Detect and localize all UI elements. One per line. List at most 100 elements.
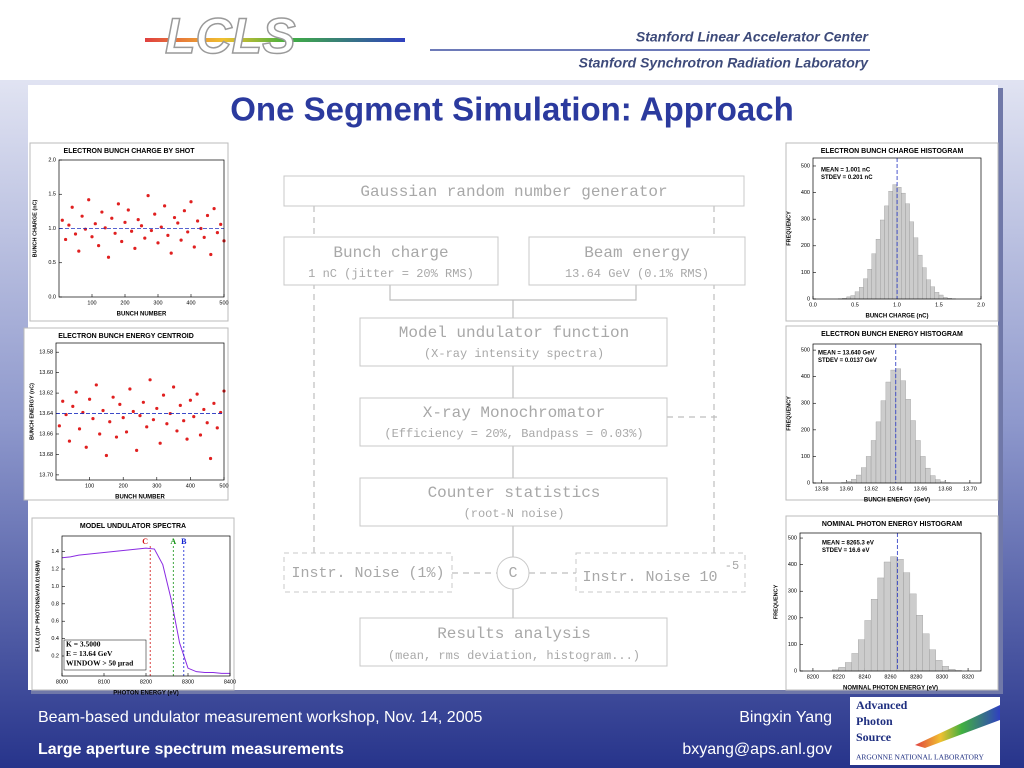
bar — [851, 479, 857, 484]
y-tick-label: 13.58 — [39, 350, 53, 356]
x-tick-label: 8200 — [140, 679, 152, 685]
annotation: STDEV = 0.201 nC — [821, 175, 873, 181]
connector — [389, 285, 637, 618]
node-sub: (mean, rms deviation, histogram...) — [388, 649, 640, 663]
bar — [942, 666, 949, 672]
point — [149, 228, 153, 233]
annotation: MEAN = 1.001 nC — [821, 168, 871, 174]
node-label: C — [508, 565, 517, 582]
bar — [863, 278, 868, 300]
x-tick-label: 500 — [219, 300, 228, 306]
logo-text: Photon — [856, 714, 893, 728]
x-tick-label: 2.0 — [977, 302, 985, 308]
y-tick-label: 1.0 — [51, 584, 59, 590]
point — [93, 222, 97, 226]
point — [111, 395, 115, 399]
x-tick-label: 400 — [186, 300, 195, 306]
y-tick-label: 13.60 — [39, 370, 53, 376]
y-axis-label: FREQUENCY — [773, 584, 779, 619]
y-tick-label: 0.4 — [51, 636, 59, 642]
x-tick-label: 13.60 — [839, 486, 853, 492]
point — [77, 427, 82, 431]
node-sub: 13.64 GeV (0.1% RMS) — [565, 267, 709, 281]
node-label: Bunch charge — [333, 244, 448, 262]
bar — [875, 238, 881, 300]
bar — [851, 653, 859, 672]
y-tick-label: 0.2 — [51, 653, 59, 659]
bar — [938, 294, 944, 300]
bar — [838, 667, 846, 672]
x-tick-label: 8280 — [910, 674, 922, 680]
bar — [884, 205, 889, 300]
x-axis-label: BUNCH CHARGE (nC) — [866, 314, 929, 320]
y-tick-label: 400 — [788, 562, 797, 568]
bar — [858, 639, 865, 672]
point — [67, 439, 72, 443]
x-tick-label: 13.62 — [864, 486, 878, 492]
point — [198, 433, 203, 437]
point — [73, 232, 78, 236]
slide-title: One Segment Simulation: Approach — [230, 91, 794, 128]
y-tick-label: 1.5 — [48, 192, 56, 198]
point — [88, 397, 92, 401]
point — [219, 222, 223, 226]
bar — [916, 615, 923, 672]
point — [94, 383, 98, 387]
node-label: Instr. Noise (1%) — [291, 565, 444, 582]
y-tick-label: 400 — [801, 374, 810, 380]
point — [145, 425, 149, 429]
y-axis-label: FREQUENCY — [786, 396, 792, 431]
node-box — [283, 552, 453, 593]
point — [212, 207, 216, 211]
bar — [935, 479, 941, 484]
x-tick-label: 200 — [120, 300, 129, 306]
point — [90, 235, 94, 239]
point — [141, 400, 145, 404]
point — [158, 441, 162, 445]
point — [169, 251, 173, 255]
plot-frame — [812, 157, 982, 300]
point — [182, 209, 186, 213]
bar — [915, 440, 921, 484]
point — [114, 435, 119, 439]
y-axis-label: FLUX (10⁵ PHOTONS/eV/0.01%BW) — [35, 560, 41, 652]
point — [155, 406, 159, 411]
bar — [910, 420, 916, 484]
x-tick-label: 400 — [186, 483, 195, 489]
point — [133, 246, 137, 250]
point — [143, 236, 147, 240]
point — [98, 432, 102, 436]
bar — [922, 633, 930, 672]
point — [61, 399, 65, 403]
bar — [870, 599, 878, 672]
y-tick-label: 200 — [801, 427, 810, 433]
bar — [856, 474, 862, 484]
bar — [909, 593, 917, 672]
point — [185, 437, 189, 441]
point — [138, 413, 142, 418]
point — [91, 417, 95, 421]
bar — [903, 572, 911, 672]
marker-label: C — [142, 537, 148, 546]
y-tick-label: 0 — [794, 668, 797, 674]
logo-text: Source — [856, 730, 892, 744]
bar — [895, 368, 901, 484]
annotation: K = 3.5000 — [66, 640, 101, 649]
point — [156, 241, 160, 245]
point — [212, 401, 216, 405]
node-label: Results analysis — [437, 625, 591, 643]
marker-label: B — [181, 537, 187, 546]
y-tick-label: 100 — [788, 642, 797, 648]
point — [178, 403, 182, 407]
logo-rays — [915, 705, 1000, 748]
x-axis-label: NOMINAL PHOTON ENERGY (eV) — [843, 686, 938, 692]
annotation: E = 13.64 GeV — [66, 649, 113, 658]
x-tick-label: 0.5 — [851, 302, 859, 308]
plot-frame — [812, 343, 982, 484]
point — [104, 453, 108, 458]
bar — [909, 221, 914, 300]
bar — [920, 456, 926, 484]
bar — [890, 369, 896, 484]
bar — [871, 253, 877, 300]
